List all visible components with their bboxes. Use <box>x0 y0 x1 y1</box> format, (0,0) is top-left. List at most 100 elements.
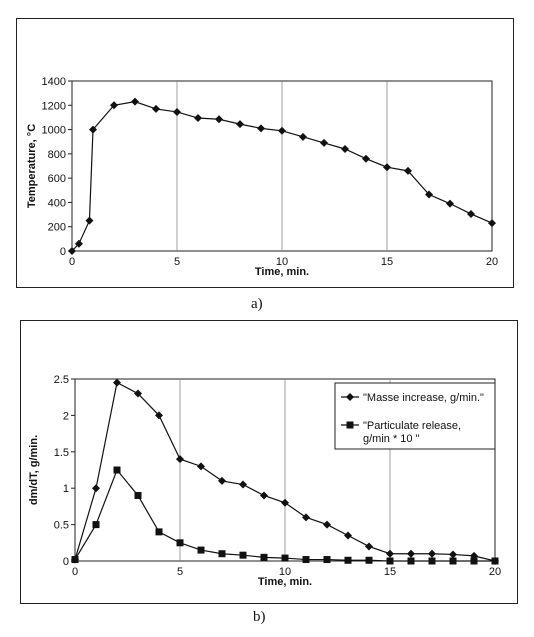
data-point-square <box>281 554 289 562</box>
y-tick-label: 200 <box>48 222 66 234</box>
data-point-diamond <box>236 120 244 129</box>
legend-marker-square <box>346 421 354 429</box>
x-tick-label: 5 <box>177 566 183 578</box>
temperature-chart-frame: 0 5 10 15 20 0 200 400 600 800 1000 1200 1400 Time, m… <box>16 18 514 288</box>
data-point-square <box>155 528 163 536</box>
data-point-diamond <box>341 145 349 153</box>
data-point-diamond <box>467 209 475 218</box>
x-tick-label: 5 <box>174 256 180 268</box>
legend-label: "Masse increase, g/min." <box>363 392 484 404</box>
data-point-diamond <box>74 239 83 248</box>
data-point-diamond <box>176 455 184 464</box>
legend-marker-diamond <box>346 393 354 401</box>
data-point-diamond <box>299 132 307 141</box>
data-point-diamond <box>197 462 205 471</box>
data-point-diamond <box>446 199 454 208</box>
y-tick-label: 2 <box>63 410 69 422</box>
data-point-square <box>407 557 415 565</box>
x-axis-title: Time, min. <box>258 576 312 588</box>
y-tick-label: 1000 <box>42 125 66 137</box>
data-point-square <box>428 557 436 565</box>
data-point-diamond <box>365 542 373 551</box>
data-point-diamond <box>320 138 328 147</box>
data-point-square <box>449 557 457 565</box>
data-point-square <box>365 556 373 564</box>
data-point-square <box>470 557 478 565</box>
data-point-square <box>176 539 184 547</box>
data-point-square <box>71 556 79 564</box>
data-point-diamond <box>425 190 433 199</box>
y-tick-label: 600 <box>48 173 66 185</box>
data-point-diamond <box>281 498 289 507</box>
data-point-diamond <box>362 154 370 163</box>
data-point-diamond <box>386 549 394 558</box>
y-tick-label: 400 <box>48 197 66 209</box>
data-point-diamond <box>85 216 94 225</box>
x-tick-label: 10 <box>276 256 288 268</box>
data-point-diamond <box>89 125 97 134</box>
legend-label: g/min * 10 " <box>363 433 420 445</box>
data-point-diamond <box>302 513 310 522</box>
y-tick-label: 0.5 <box>54 520 69 532</box>
x-tick-label: 20 <box>486 256 498 268</box>
data-point-diamond <box>404 166 412 175</box>
mass-rate-chart-frame: 0 5 10 15 20 0 0.5 1 1.5 2 2.5 Time, min. dm/dT, g/m… <box>20 320 518 604</box>
data-point-diamond <box>383 163 391 172</box>
data-point-square <box>323 556 331 564</box>
x-tick-label: 10 <box>279 566 291 578</box>
data-point-diamond <box>428 549 436 558</box>
data-point-diamond <box>488 219 496 228</box>
data-point-square <box>386 557 394 565</box>
data-point-diamond <box>449 550 457 559</box>
data-point-diamond <box>323 520 331 529</box>
data-point-square <box>302 556 310 564</box>
data-point-square <box>491 557 499 565</box>
data-point-square <box>113 466 121 474</box>
data-point-diamond <box>344 531 352 540</box>
y-tick-label: 1.5 <box>54 447 69 459</box>
data-point-square <box>197 546 205 554</box>
y-tick-label: 0 <box>63 556 69 568</box>
x-tick-label: 15 <box>381 256 393 268</box>
mass-rate-chart: 0 5 10 15 20 0 0.5 1 1.5 2 2.5 Time, min. dm/dT, g/m… <box>28 374 501 588</box>
data-point-diamond <box>131 97 139 106</box>
data-point-diamond <box>68 247 76 255</box>
x-tick-label: 20 <box>489 566 501 578</box>
legend-box <box>334 382 496 450</box>
data-point-diamond <box>257 124 265 133</box>
x-tick-label: 0 <box>72 566 78 578</box>
y-tick-label: 0 <box>60 246 66 258</box>
x-tick-label: 0 <box>69 256 75 268</box>
y-tick-label: 2.5 <box>54 374 69 386</box>
y-tick-label: 1 <box>63 483 69 495</box>
data-point-diamond <box>215 115 223 124</box>
data-point-square <box>134 491 142 499</box>
data-point-square <box>260 553 268 561</box>
data-point-diamond <box>110 101 118 110</box>
caption-b: b) <box>253 609 266 625</box>
y-tick-label: 1200 <box>42 100 66 112</box>
data-point-square <box>239 551 247 559</box>
data-point-diamond <box>152 104 160 113</box>
data-point-diamond <box>155 411 163 420</box>
data-point-diamond <box>134 389 142 398</box>
data-point-diamond <box>173 107 181 116</box>
data-point-diamond <box>407 549 415 558</box>
data-point-diamond <box>218 476 226 485</box>
y-axis-title: Temperature, °C <box>26 124 38 208</box>
data-point-diamond <box>194 114 202 123</box>
data-point-diamond <box>260 491 268 500</box>
data-point-square <box>218 550 226 558</box>
data-point-diamond <box>92 484 100 493</box>
caption-a: a) <box>251 296 263 312</box>
data-point-square <box>92 521 100 529</box>
y-tick-label: 800 <box>48 149 66 161</box>
legend-label: "Particulate release, <box>363 420 461 432</box>
data-point-diamond <box>113 378 121 387</box>
y-tick-label: 1400 <box>42 76 66 88</box>
x-tick-label: 15 <box>384 566 396 578</box>
y-axis-title: dm/dT, g/min. <box>28 435 40 505</box>
data-point-diamond <box>278 126 286 135</box>
x-axis-title: Time, min. <box>255 266 309 278</box>
